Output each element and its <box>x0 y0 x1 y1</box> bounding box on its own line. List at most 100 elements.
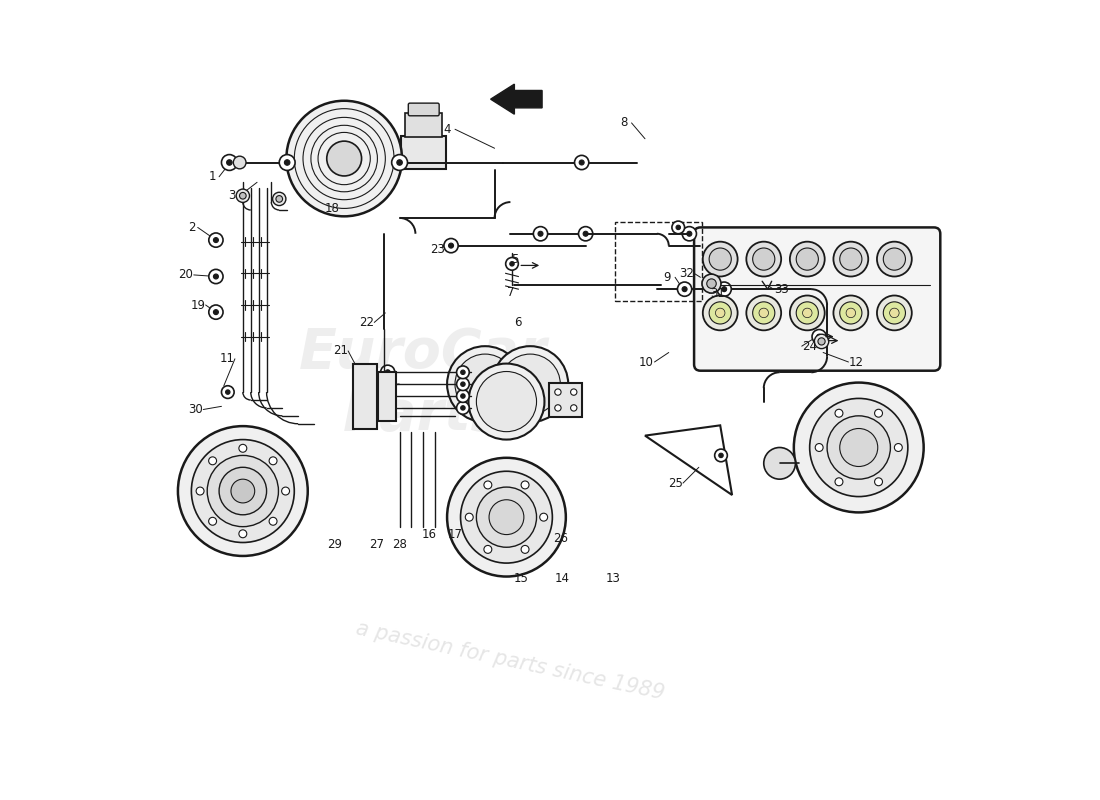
Circle shape <box>672 221 684 234</box>
Circle shape <box>715 308 725 318</box>
Text: 30: 30 <box>188 403 202 416</box>
Circle shape <box>538 231 543 236</box>
Circle shape <box>796 302 818 324</box>
Circle shape <box>883 302 905 324</box>
Circle shape <box>397 160 403 166</box>
Text: 3: 3 <box>228 190 235 202</box>
Circle shape <box>579 226 593 241</box>
Circle shape <box>583 231 588 236</box>
Text: 19: 19 <box>190 298 206 311</box>
Circle shape <box>803 308 812 318</box>
Circle shape <box>835 410 843 417</box>
Circle shape <box>213 310 219 314</box>
Text: 16: 16 <box>422 528 437 541</box>
Text: 26: 26 <box>553 532 569 545</box>
Text: 8: 8 <box>620 117 627 130</box>
Circle shape <box>327 141 362 176</box>
Circle shape <box>818 338 825 345</box>
Circle shape <box>385 406 390 410</box>
Text: 31: 31 <box>711 286 725 300</box>
Circle shape <box>191 439 295 542</box>
Circle shape <box>710 248 732 270</box>
Circle shape <box>812 330 826 344</box>
Text: 1: 1 <box>208 170 216 183</box>
Circle shape <box>810 398 908 497</box>
FancyBboxPatch shape <box>408 103 439 116</box>
Text: 24: 24 <box>802 340 817 353</box>
Circle shape <box>835 478 843 486</box>
Circle shape <box>839 429 878 466</box>
Circle shape <box>752 302 774 324</box>
Circle shape <box>444 238 459 253</box>
Circle shape <box>209 305 223 319</box>
FancyBboxPatch shape <box>353 363 376 429</box>
Circle shape <box>447 346 524 422</box>
Text: 20: 20 <box>178 269 194 282</box>
Circle shape <box>703 295 738 330</box>
FancyBboxPatch shape <box>405 114 442 137</box>
Circle shape <box>209 233 223 247</box>
Text: 22: 22 <box>359 316 374 329</box>
Circle shape <box>682 286 688 292</box>
Circle shape <box>469 363 544 439</box>
Circle shape <box>381 365 395 379</box>
Text: 28: 28 <box>392 538 407 550</box>
Circle shape <box>226 390 230 394</box>
Circle shape <box>461 370 465 374</box>
Circle shape <box>890 308 899 318</box>
Circle shape <box>874 478 882 486</box>
Circle shape <box>236 189 250 202</box>
Circle shape <box>221 386 234 398</box>
Circle shape <box>722 286 727 292</box>
Circle shape <box>490 500 524 534</box>
Circle shape <box>500 354 560 414</box>
Circle shape <box>718 454 723 458</box>
Circle shape <box>554 405 561 411</box>
Circle shape <box>240 193 246 199</box>
Circle shape <box>209 270 223 284</box>
Text: 14: 14 <box>556 572 570 585</box>
Circle shape <box>213 274 219 279</box>
Circle shape <box>846 308 856 318</box>
Text: 13: 13 <box>606 572 620 585</box>
Circle shape <box>540 514 548 521</box>
Text: 29: 29 <box>327 538 342 550</box>
Circle shape <box>814 334 828 349</box>
Circle shape <box>178 426 308 556</box>
Circle shape <box>834 242 868 277</box>
Circle shape <box>285 160 290 166</box>
Text: a passion for parts since 1989: a passion for parts since 1989 <box>354 618 667 704</box>
Circle shape <box>461 471 552 563</box>
Circle shape <box>715 449 727 462</box>
Circle shape <box>279 154 295 170</box>
Circle shape <box>827 416 890 479</box>
FancyBboxPatch shape <box>694 227 940 370</box>
Circle shape <box>276 195 283 202</box>
Circle shape <box>233 156 246 169</box>
Text: 4: 4 <box>443 122 451 136</box>
Circle shape <box>571 389 576 395</box>
Circle shape <box>521 481 529 489</box>
Circle shape <box>763 447 795 479</box>
Text: 2: 2 <box>188 221 196 234</box>
Text: 12: 12 <box>849 355 864 369</box>
Circle shape <box>874 410 882 417</box>
Circle shape <box>506 258 518 270</box>
Text: 11: 11 <box>220 352 234 366</box>
Circle shape <box>219 467 266 514</box>
Circle shape <box>815 443 823 451</box>
Circle shape <box>521 546 529 554</box>
Circle shape <box>717 282 732 296</box>
Circle shape <box>461 382 465 386</box>
Circle shape <box>702 274 721 293</box>
Text: 10: 10 <box>639 355 654 369</box>
Circle shape <box>456 378 470 390</box>
Circle shape <box>392 154 407 170</box>
Circle shape <box>676 226 681 230</box>
Circle shape <box>476 487 537 547</box>
Circle shape <box>207 455 278 526</box>
Circle shape <box>894 443 902 451</box>
Circle shape <box>455 354 515 414</box>
Text: 25: 25 <box>668 477 682 490</box>
Circle shape <box>449 243 453 248</box>
